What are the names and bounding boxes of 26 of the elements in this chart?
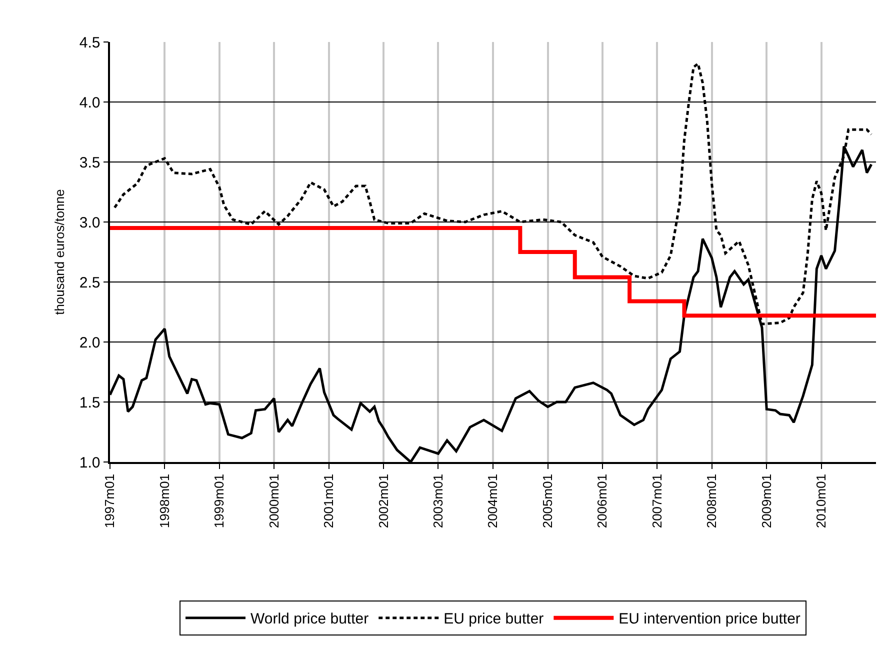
x-tick-label: 1999m01 (212, 474, 227, 528)
y-tick-label: 1.0 (79, 454, 100, 472)
y-tick-label: 2.0 (79, 334, 100, 352)
legend-label: EU price butter (444, 610, 544, 628)
x-tick-label: 2000m01 (266, 474, 282, 528)
y-tick-label: 2.5 (79, 274, 100, 292)
x-tick-label: 2001m01 (321, 474, 336, 528)
x-tick-label: 1998m01 (156, 474, 172, 528)
y-tick-label: 4.5 (79, 34, 100, 52)
y-tick-label: 3.0 (79, 214, 100, 232)
y-tick-label: 4.0 (79, 94, 100, 112)
y-tick-label: 3.5 (79, 154, 100, 172)
x-tick-label: 2006m01 (594, 474, 610, 528)
legend-label: World price butter (250, 610, 369, 628)
x-tick-label: 2009m01 (758, 474, 774, 528)
x-tick-label: 1997m01 (102, 474, 118, 528)
x-tick-label: 2003m01 (430, 474, 446, 528)
x-tick-label: 2002m01 (376, 474, 391, 528)
x-tick-label: 2005m01 (540, 474, 555, 528)
x-tick-label: 2004m01 (485, 474, 500, 528)
y-axis-title: thousand euros/tonne (52, 189, 67, 315)
x-tick-label: 2010m01 (814, 474, 829, 528)
x-tick-label: 2007m01 (649, 474, 664, 528)
x-tick-label: 2008m01 (704, 474, 720, 528)
y-tick-label: 1.5 (79, 394, 100, 412)
legend-label: EU intervention price butter (618, 610, 800, 628)
